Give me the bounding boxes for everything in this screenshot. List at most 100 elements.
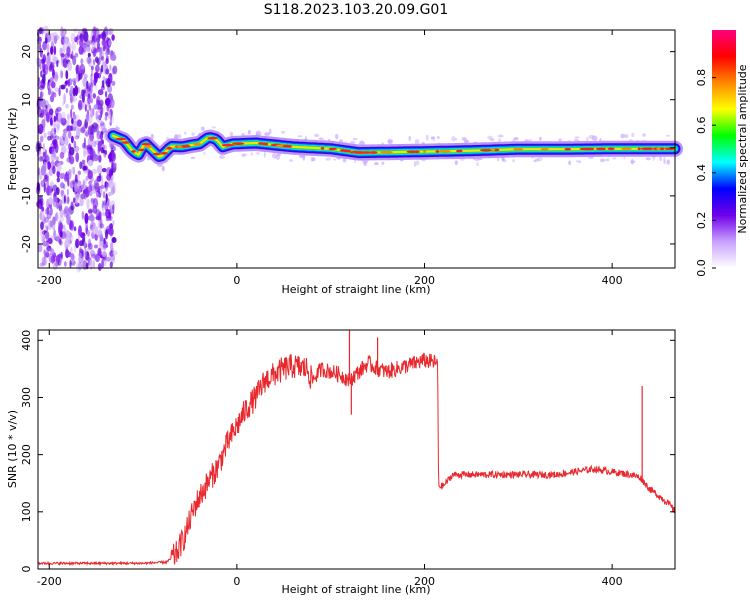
noise-speckle [40, 70, 43, 78]
noise-speckle [42, 73, 46, 85]
noise-speckle [107, 191, 112, 197]
noise-speckle [69, 156, 75, 165]
noise-speckle [39, 228, 45, 237]
x-tick-label: 400 [602, 274, 623, 287]
colorbar: 0.0 0.2 0.4 0.6 0.8 Normalized spectral ampl… [695, 30, 749, 277]
noise-speckle [43, 64, 49, 75]
y-tick-label: 0 [20, 144, 33, 151]
noise-speckle [60, 84, 66, 90]
ridge-peak [121, 141, 131, 144]
noise-speckle [71, 117, 74, 125]
noise-speckle [93, 104, 99, 110]
noise-speckle [73, 140, 77, 149]
noise-speckle [92, 122, 98, 129]
noise-speckle [44, 208, 48, 215]
noise-speckle [60, 70, 63, 79]
noise-speckle [95, 215, 101, 221]
ridge-peak [595, 147, 607, 151]
noise-speckle [56, 170, 61, 178]
ridge-halo [175, 134, 182, 139]
figure-title: S118.2023.103.20.09.G01 [264, 2, 449, 18]
noise-speckle [40, 165, 47, 176]
noise-speckle [53, 35, 58, 45]
x-tick-label: 0 [233, 575, 240, 588]
noise-speckle [45, 37, 48, 45]
noise-speckle [78, 225, 82, 236]
noise-speckle [111, 54, 117, 61]
noise-speckle [68, 205, 74, 215]
noise-speckle [84, 248, 87, 258]
ridge-halo [612, 157, 617, 160]
ridge-halo [652, 155, 656, 162]
colorbar-tick-label: 0.0 [695, 259, 708, 277]
ridge-halo [381, 142, 384, 145]
ridge-peak [659, 147, 665, 151]
ridge-halo [281, 130, 285, 134]
ridge-halo [539, 136, 542, 141]
noise-speckle [78, 103, 82, 108]
noise-speckle [52, 151, 57, 158]
noise-speckle [81, 210, 85, 220]
noise-speckle [89, 258, 93, 270]
noise-speckle [53, 71, 59, 83]
noise-speckle [104, 116, 108, 121]
noise-speckle [46, 181, 49, 187]
noise-speckle [54, 127, 56, 135]
ridge-halo [645, 157, 651, 161]
ridge-halo [659, 156, 662, 162]
noise-speckle [47, 184, 50, 195]
ridge-peak [232, 142, 245, 145]
noise-speckle [81, 159, 86, 165]
noise-speckle [80, 126, 86, 133]
noise-speckle [108, 111, 112, 119]
noise-speckle [87, 242, 93, 250]
noise-speckle [94, 233, 98, 241]
noise-speckle [45, 104, 48, 109]
noise-speckle [40, 221, 44, 230]
noise-speckle [112, 185, 116, 194]
noise-speckle [79, 38, 84, 48]
noise-speckle [69, 259, 72, 269]
noise-speckle [46, 111, 50, 123]
noise-speckle [83, 148, 86, 158]
noise-speckle [71, 50, 74, 60]
ridge-halo [184, 131, 187, 135]
colorbar-label: Normalized spectral amplitude [736, 64, 749, 233]
noise-speckle [52, 165, 56, 175]
noise-speckle [99, 217, 103, 229]
noise-speckle [87, 93, 91, 99]
noise-speckle [44, 249, 47, 259]
noise-speckle [88, 82, 93, 87]
noise-speckle [101, 168, 107, 173]
ridge-peak [564, 147, 571, 151]
noise-speckle [42, 241, 48, 247]
noise-speckle [95, 208, 101, 218]
ridge-halo [474, 159, 479, 162]
noise-speckle [49, 77, 54, 83]
noise-speckle [90, 213, 94, 220]
noise-speckle [70, 135, 74, 144]
noise-speckle [72, 126, 77, 132]
noise-speckle [101, 258, 104, 269]
snr-y-ticks: 0 100 200 300 400 [20, 330, 675, 573]
noise-speckle [101, 204, 104, 212]
noise-speckle [105, 90, 108, 98]
noise-speckle [68, 146, 75, 156]
noise-speckle [104, 149, 108, 155]
ridge-halo [498, 138, 502, 143]
ridge-halo [451, 136, 456, 142]
noise-speckle [70, 108, 73, 119]
ridge-halo [408, 135, 411, 142]
ridge-halo [161, 166, 165, 172]
noise-speckle [102, 211, 107, 217]
noise-speckle [90, 253, 96, 259]
ridge-halo [663, 156, 666, 163]
ridge-halo [600, 158, 606, 163]
noise-speckle [60, 53, 65, 58]
ridge-halo [381, 161, 385, 165]
noise-speckle [81, 93, 85, 103]
ridge-halo [268, 128, 272, 135]
noise-speckle [82, 178, 88, 185]
noise-speckle [108, 169, 112, 178]
ridge-halo [359, 140, 365, 146]
